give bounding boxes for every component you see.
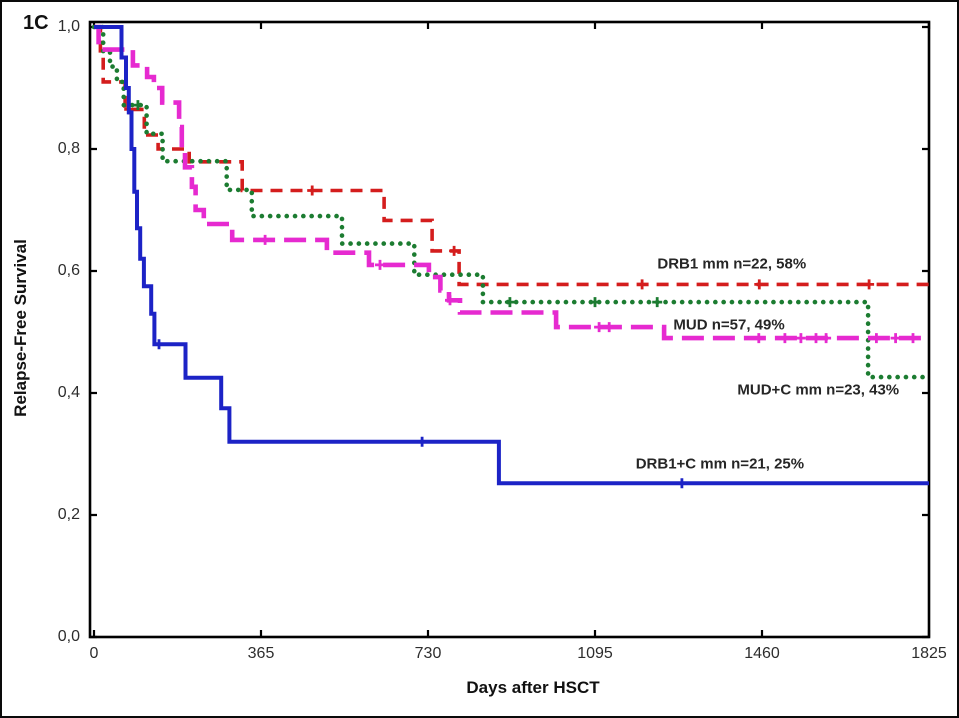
y-tick-label-0: 0,0 [57, 628, 80, 645]
curve-drb1-c-mm [94, 25, 929, 486]
censor-marks-drb1-c-mm [154, 339, 687, 489]
y-tick-label-0.8: 0,8 [57, 140, 80, 157]
curve-label-drb1-mm: DRB1 mm n=22, 58% [657, 255, 807, 273]
x-tick-label-0: 0 [89, 645, 99, 662]
x-tick-label-1825: 1825 [911, 645, 947, 662]
censor-marks-mud-c-mm [132, 100, 663, 308]
y-tick-label-0.4: 0,4 [57, 384, 80, 401]
curve-label-mud: MUD n=57, 49% [673, 316, 785, 334]
y-axis-title: Relapse-Free Survival [11, 239, 30, 417]
censor-marks-mud [260, 234, 918, 344]
y-tick-label-0.2: 0,2 [57, 506, 80, 523]
curve-mud [94, 24, 929, 341]
x-tick-label-730: 730 [414, 645, 442, 662]
curve-mud-c-mm [91, 24, 932, 380]
y-tick-label-1: 1,0 [57, 18, 80, 35]
x-axis-title: Days after HSCT [466, 678, 600, 697]
x-tick-label-365: 365 [247, 645, 275, 662]
plot-frame [88, 20, 931, 639]
y-tick-label-0.6: 0,6 [57, 262, 80, 279]
curve-drb1-mm [94, 25, 929, 287]
x-tick-label-1460: 1460 [744, 645, 780, 662]
curve-label-mud-c-mm: MUD+C mm n=23, 43% [737, 381, 900, 399]
x-tick-label-1095: 1095 [577, 645, 613, 662]
curve-label-drb1-c-mm: DRB1+C mm n=21, 25% [635, 455, 805, 473]
panel-label: 1C [23, 12, 49, 34]
